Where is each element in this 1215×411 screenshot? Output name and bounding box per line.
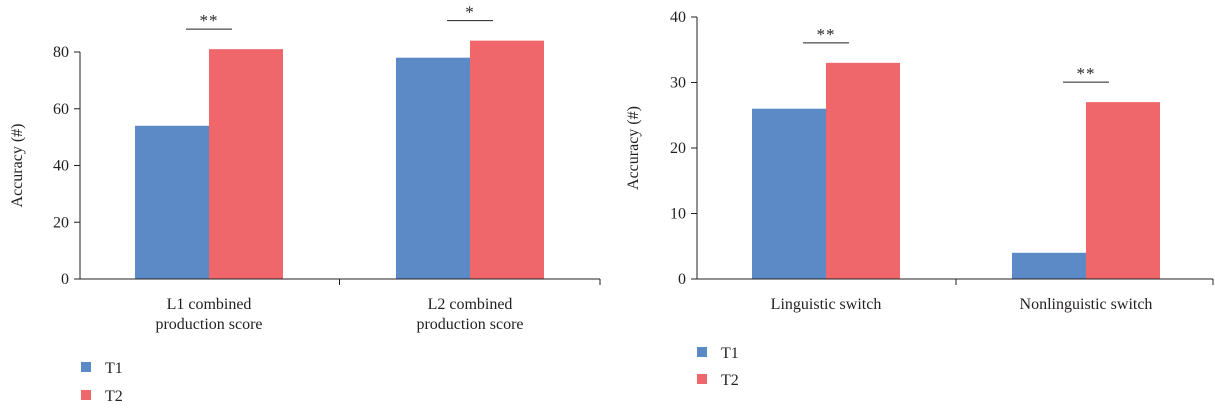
- bar-t1-1: [135, 125, 209, 280]
- significance-marker: *: [465, 3, 475, 22]
- y-tick-label: 80: [53, 44, 69, 61]
- bar-t1-2: [396, 57, 470, 279]
- chart-2: 0 10 20 30 40 Linguistic switch Nonlinguistic …: [625, 9, 1214, 389]
- y-tick-label: 40: [53, 158, 69, 175]
- bar-t1-2: [1012, 252, 1086, 279]
- significance-marker: **: [817, 25, 836, 44]
- legend-swatch-t1: [697, 347, 707, 357]
- y-tick-label: 60: [53, 101, 69, 118]
- y-tick-label: 20: [670, 140, 686, 157]
- y-axis-title: Accuracy (#): [625, 106, 642, 190]
- category-label-1: Linguistic switch: [771, 296, 882, 313]
- category-label-2: production score: [416, 316, 523, 333]
- legend-label-t1: T1: [721, 345, 739, 362]
- category-label-2: L2 combined: [428, 296, 513, 313]
- legend-label-t2: T2: [721, 372, 739, 389]
- legend-swatch-t1: [81, 362, 91, 372]
- significance-marker: **: [1077, 64, 1096, 83]
- bar-t2-2: [1086, 102, 1160, 280]
- category-label-1: production score: [155, 316, 262, 333]
- y-tick-label: 0: [678, 271, 686, 288]
- y-tick-label: 40: [670, 9, 686, 26]
- y-tick-label: 20: [53, 214, 69, 231]
- legend-label-t1: T1: [105, 360, 123, 377]
- y-tick-label: 10: [670, 206, 686, 223]
- legend-swatch-t2: [81, 390, 91, 400]
- category-label-1: L1 combined: [167, 296, 252, 313]
- y-axis-title: Accuracy (#): [9, 124, 26, 208]
- bar-t1-1: [752, 108, 826, 279]
- y-tick-label: 30: [670, 75, 686, 92]
- category-label-2: Nonlinguistic switch: [1020, 296, 1153, 313]
- bar-t2-2: [470, 40, 544, 280]
- chart-1: 0 20 40 60 80 L1 combined production score L2 c…: [9, 3, 601, 405]
- y-tick-label: 0: [61, 271, 69, 288]
- legend-label-t2: T2: [105, 388, 123, 405]
- legend-swatch-t2: [697, 374, 707, 384]
- bar-t2-1: [209, 49, 283, 279]
- bar-t2-1: [826, 62, 900, 279]
- significance-marker: **: [200, 11, 219, 30]
